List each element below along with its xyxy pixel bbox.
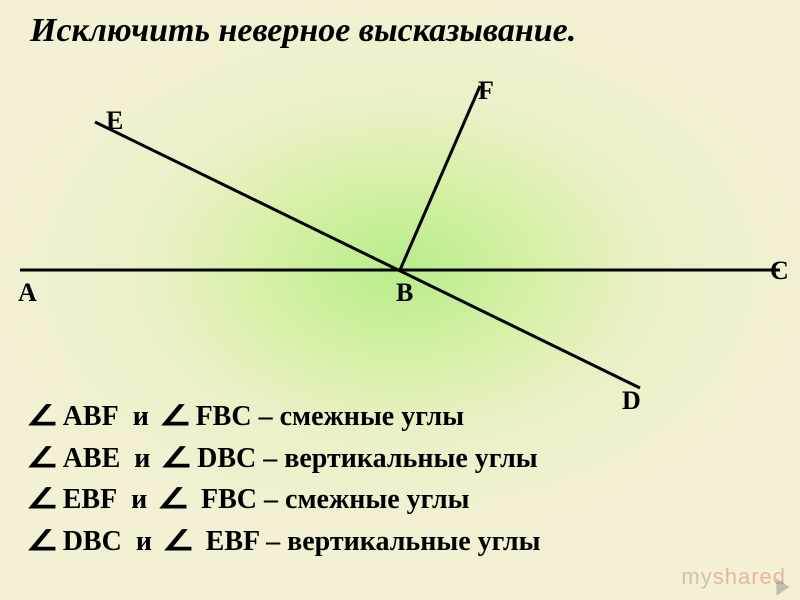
- line-ED: [95, 122, 640, 388]
- point-label-C: C: [770, 256, 789, 286]
- watermark: myshared: [681, 564, 786, 590]
- point-label-D: D: [622, 386, 641, 416]
- point-label-F: F: [478, 76, 494, 106]
- point-label-E: E: [106, 106, 123, 136]
- statement-3: ∠ EBF и ∠ FBC – смежные углы: [30, 479, 541, 521]
- statement-2: ∠ ABE и ∠ DBC – вертикальные углы: [30, 438, 541, 480]
- point-label-B: B: [396, 278, 413, 308]
- next-page-icon[interactable]: [772, 576, 794, 598]
- statements-block: ∠ ABF и ∠ FBC – смежные углы∠ ABE и ∠ DB…: [30, 396, 541, 562]
- page-title: Исключить неверное высказывание.: [30, 12, 576, 50]
- statement-1: ∠ ABF и ∠ FBC – смежные углы: [30, 396, 541, 438]
- point-label-A: A: [18, 278, 37, 308]
- line-BF: [400, 86, 480, 270]
- statement-4: ∠ DBC и ∠ EBF – вертикальные углы: [30, 521, 541, 563]
- geometry-diagram: A B C E F D: [0, 60, 800, 420]
- watermark-pre: my: [681, 564, 712, 589]
